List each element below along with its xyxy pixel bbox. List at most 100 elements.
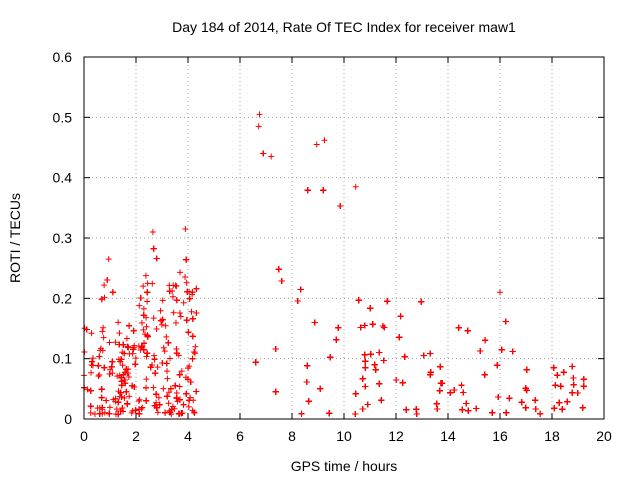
data-point (188, 308, 195, 315)
data-point (151, 402, 158, 409)
y-tick-label: 0.6 (53, 49, 73, 65)
data-point (118, 374, 125, 381)
data-point (192, 350, 199, 357)
data-point (95, 373, 102, 380)
data-point (123, 335, 130, 342)
data-point (518, 399, 525, 406)
data-point (126, 350, 133, 357)
y-tick-labels: 0 0.1 0.2 0.3 0.4 0.5 0.6 (53, 49, 73, 427)
data-point (275, 266, 282, 273)
data-point (185, 329, 192, 336)
data-point (151, 356, 158, 363)
data-point (108, 363, 115, 370)
data-point (95, 362, 102, 369)
data-point (186, 397, 193, 404)
data-point (139, 404, 146, 411)
data-point (557, 383, 564, 390)
data-point (164, 375, 171, 382)
data-point (550, 364, 557, 371)
data-point (393, 376, 400, 383)
data-point (117, 358, 124, 365)
data-point (167, 385, 174, 392)
data-point (321, 137, 328, 144)
data-point (118, 394, 125, 401)
data-point (169, 403, 176, 410)
data-point (98, 296, 105, 303)
data-point (96, 410, 103, 417)
data-point (119, 405, 126, 412)
data-point (104, 276, 111, 283)
data-point (436, 387, 443, 394)
data-point (157, 307, 164, 314)
data-point (569, 389, 576, 396)
data-point (166, 355, 173, 362)
data-point (140, 283, 147, 290)
data-point (463, 400, 470, 407)
data-point (137, 294, 144, 301)
data-point (189, 333, 196, 340)
data-point (101, 294, 108, 301)
data-point (142, 272, 149, 279)
data-point (376, 349, 383, 356)
tick-marks (83, 56, 605, 420)
data-point (384, 298, 391, 305)
data-point (437, 380, 444, 387)
data-point (130, 346, 137, 353)
data-point (147, 364, 154, 371)
data-point (317, 385, 324, 392)
data-point (123, 366, 130, 373)
data-point (569, 363, 576, 370)
data-point (559, 406, 566, 413)
data-point (352, 411, 359, 418)
data-point (89, 362, 96, 369)
data-point (335, 324, 342, 331)
data-point (178, 368, 185, 375)
x-tick-label: 8 (288, 428, 296, 444)
x-tick-label: 2 (132, 428, 140, 444)
data-point (455, 324, 462, 331)
data-point (183, 317, 190, 324)
data-point (413, 410, 420, 417)
y-axis-label: ROTI / TECUs (7, 193, 23, 283)
data-point (183, 390, 190, 397)
data-point (427, 369, 434, 376)
data-point (503, 409, 510, 416)
data-point (420, 352, 427, 359)
data-point (551, 405, 558, 412)
x-tick-label: 20 (596, 428, 612, 444)
data-point (189, 289, 196, 296)
data-point (554, 372, 561, 379)
data-point (305, 398, 312, 405)
data-point (184, 376, 191, 383)
data-point (278, 277, 285, 284)
data-point (497, 289, 503, 296)
data-point (502, 318, 509, 325)
data-point (552, 382, 559, 389)
data-point (141, 340, 148, 347)
data-point (176, 309, 183, 316)
data-point (99, 328, 106, 335)
data-point (579, 404, 586, 411)
data-point (357, 324, 364, 331)
data-point (352, 390, 359, 397)
y-tick-label: 0.3 (53, 230, 73, 246)
data-point (138, 319, 145, 326)
x-tick-labels: 0 2 4 6 8 10 12 14 16 18 20 (80, 428, 612, 444)
data-point (153, 391, 160, 398)
data-point (112, 339, 119, 346)
data-point (176, 371, 183, 378)
data-point (183, 279, 190, 286)
data-point (99, 404, 106, 411)
data-point (185, 403, 192, 410)
data-point (153, 325, 160, 332)
data-point (380, 357, 387, 364)
grid-lines (84, 57, 604, 419)
data-point (136, 410, 143, 417)
data-point (89, 355, 96, 362)
data-point (482, 337, 489, 344)
data-point (143, 384, 150, 391)
data-point (173, 283, 180, 290)
x-tick-label: 6 (236, 428, 244, 444)
data-point (191, 348, 198, 355)
data-point (255, 123, 262, 130)
